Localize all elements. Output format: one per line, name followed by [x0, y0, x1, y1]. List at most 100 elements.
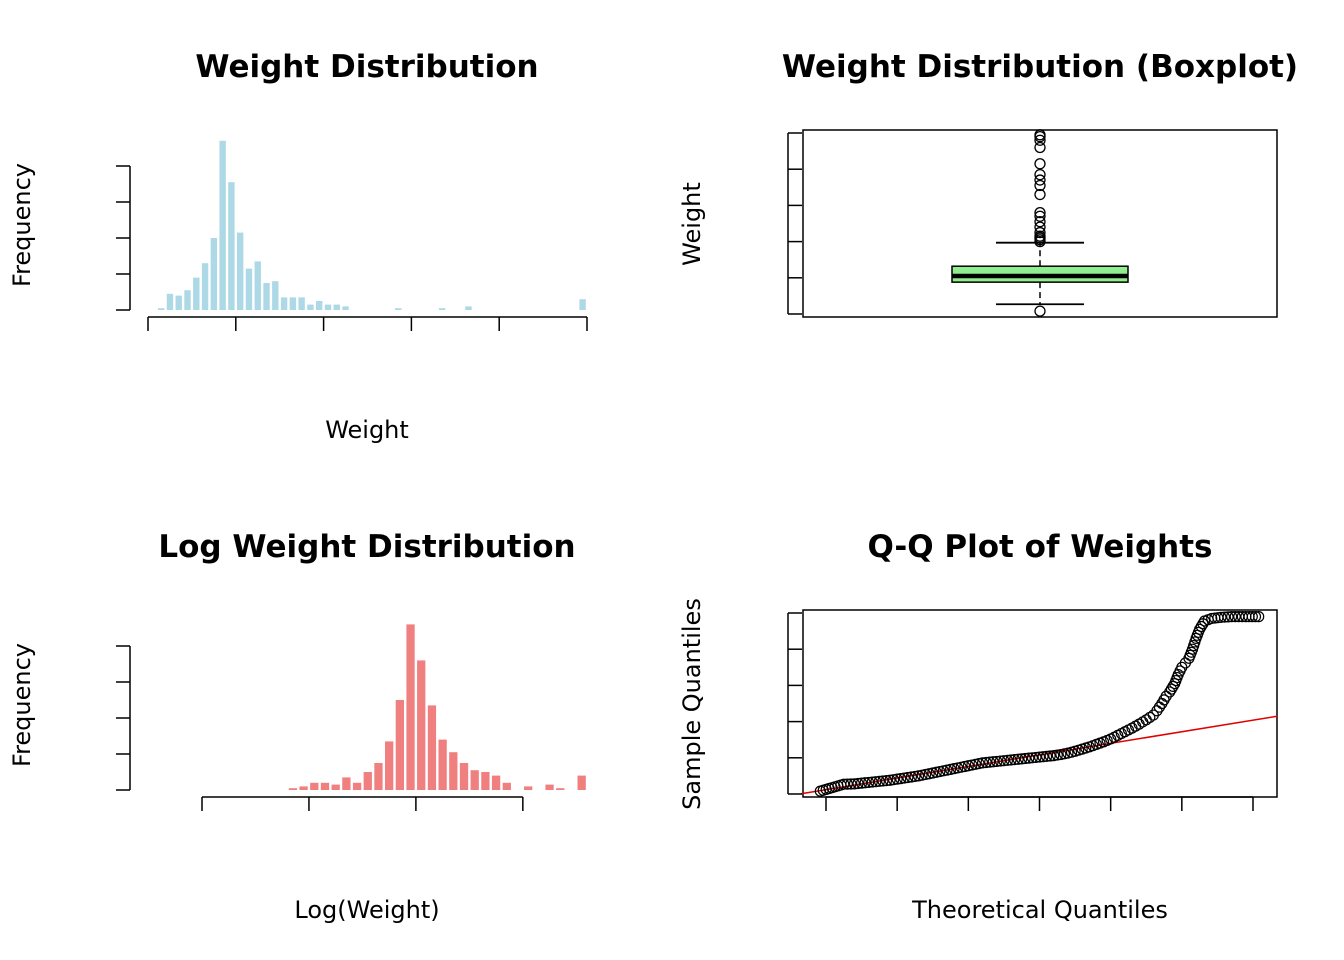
- histogram-bar: [352, 782, 362, 790]
- histogram-bar: [545, 784, 554, 790]
- chart-title: Weight Distribution: [195, 49, 538, 85]
- histogram-bar: [210, 238, 218, 310]
- qq-point: [1012, 753, 1024, 765]
- log-weight-histogram-panel: Log Weight Distribution Log(Weight) Freq…: [8, 529, 586, 924]
- qq-point: [1249, 611, 1262, 623]
- outlier-point: [1034, 188, 1046, 201]
- histogram-bar: [298, 297, 305, 310]
- histogram-bar: [263, 283, 270, 310]
- outlier-point: [1034, 226, 1046, 239]
- qq-point: [1253, 611, 1265, 623]
- qq-point: [1030, 751, 1042, 764]
- qq-point: [1246, 611, 1258, 623]
- qq-point: [1001, 754, 1014, 766]
- qq-point: [1041, 750, 1053, 762]
- histogram-bar: [395, 700, 404, 790]
- qq-point: [855, 777, 868, 789]
- qq-point: [888, 774, 900, 786]
- histogram-bar: [417, 660, 426, 790]
- histogram-bar: [280, 297, 288, 310]
- histogram-bar: [331, 784, 340, 790]
- x-axis-label: Theoretical Quantiles: [911, 896, 1168, 924]
- qq-point: [987, 756, 999, 768]
- qq-point: [1044, 750, 1056, 762]
- plot-frame: [802, 129, 1278, 318]
- outlier-point: [1034, 305, 1046, 317]
- outlier-point: [1034, 179, 1046, 192]
- qq-point: [1160, 690, 1172, 702]
- qq-point: [873, 775, 885, 787]
- weight-histogram-panel: Weight Distribution Weight Frequency: [8, 49, 588, 444]
- histogram-bar: [374, 763, 383, 790]
- qq-point: [994, 755, 1006, 767]
- histogram-bar: [316, 301, 323, 310]
- axis-ticks: [787, 132, 802, 315]
- qq-point: [1023, 752, 1035, 764]
- qq-point: [841, 778, 853, 790]
- qq-point: [1016, 753, 1028, 765]
- boxplot: [951, 129, 1129, 317]
- chart-title: Weight Distribution (Boxplot): [782, 49, 1298, 85]
- histogram-bar: [342, 306, 349, 310]
- histogram-bar: [219, 140, 226, 310]
- qq-points: [800, 611, 1279, 797]
- y-axis-label: Frequency: [8, 163, 36, 287]
- qq-point: [1165, 683, 1177, 695]
- histogram-bar: [310, 782, 319, 790]
- qq-plot-panel: Q-Q Plot of Weights Theoretical Quantile…: [678, 529, 1279, 924]
- histogram-bar: [254, 261, 261, 310]
- histogram-bar: [299, 786, 308, 790]
- histogram-bar: [237, 232, 244, 310]
- outlier-point: [1034, 158, 1046, 170]
- outlier-point: [1034, 141, 1046, 154]
- histogram-bar: [157, 308, 165, 310]
- qq-point: [1194, 623, 1206, 635]
- qq-point: [1195, 620, 1207, 633]
- histogram-bar: [272, 281, 279, 310]
- qq-reference-line: [800, 715, 1279, 795]
- histogram-bars: [157, 140, 586, 310]
- histogram-bar: [470, 770, 479, 790]
- qq-point: [870, 776, 882, 788]
- histogram-bar: [491, 775, 501, 790]
- histogram-bar: [166, 293, 174, 310]
- qq-point: [891, 773, 903, 785]
- qq-point: [1153, 701, 1166, 713]
- histogram-bar: [245, 268, 253, 310]
- qq-point: [991, 755, 1003, 768]
- histogram-bar: [481, 772, 490, 790]
- histogram-bar: [342, 777, 351, 790]
- qq-point: [1226, 611, 1238, 623]
- qq-point: [895, 773, 907, 785]
- qq-point: [863, 776, 875, 789]
- y-axis-label: Weight: [678, 182, 706, 266]
- chart-title: Q-Q Plot of Weights: [867, 529, 1212, 565]
- qq-point: [1164, 686, 1176, 698]
- histogram-bar: [438, 308, 446, 310]
- qq-point: [998, 755, 1010, 767]
- qq-point: [1218, 611, 1231, 623]
- qq-point: [902, 771, 914, 784]
- histogram-bar: [228, 182, 235, 310]
- histogram-bar: [175, 295, 182, 310]
- qq-point: [884, 774, 896, 786]
- histogram-bar: [193, 277, 200, 310]
- histogram-bar: [385, 741, 394, 790]
- x-axis-label: Weight: [325, 416, 409, 444]
- histogram-bar: [324, 304, 332, 310]
- axis-ticks: [116, 645, 524, 811]
- histogram-bar: [502, 782, 511, 790]
- qq-point: [1026, 752, 1038, 764]
- histogram-bar: [307, 304, 314, 310]
- axis-ticks: [116, 165, 588, 331]
- qq-point: [984, 756, 996, 768]
- qq-point: [1008, 754, 1021, 766]
- qq-point: [1048, 750, 1060, 762]
- qq-point: [1140, 714, 1152, 726]
- histogram-bar: [579, 299, 586, 310]
- outlier-point: [1034, 174, 1046, 186]
- axis-ticks: [787, 612, 1254, 811]
- qq-point: [976, 757, 989, 769]
- qq-point: [1019, 752, 1031, 765]
